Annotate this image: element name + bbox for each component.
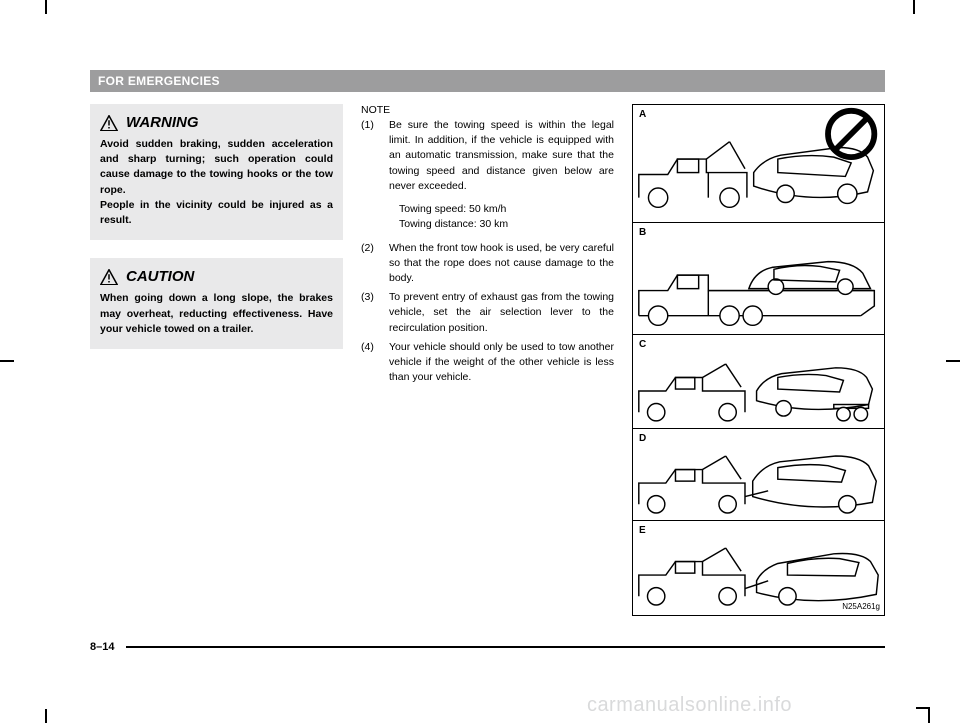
columns: WARNING Avoid sudden braking, sudden acc… <box>90 104 885 616</box>
panel-label-c: C <box>639 339 646 350</box>
footer-rule <box>126 646 885 648</box>
page-number: 8–14 <box>90 641 114 653</box>
figure-panel-a: A <box>633 105 884 223</box>
watermark: carmanualsonline.info <box>587 694 792 717</box>
note-num-3: (3) <box>361 290 374 305</box>
note-item-2: (2) When the front tow hook is used, be … <box>361 241 614 287</box>
warning-icon <box>100 115 118 131</box>
col-3: A <box>632 104 885 616</box>
note-heading: NOTE <box>361 104 614 116</box>
panel-d-svg <box>633 429 884 518</box>
note-list: (1) Be sure the towing speed is within t… <box>361 118 614 386</box>
page-content: FOR EMERGENCIES WARNING Avoid sudden bra… <box>90 70 885 653</box>
crop-tick-bl-v <box>45 709 47 723</box>
caution-icon <box>100 269 118 285</box>
figure-panel-b: B <box>633 223 884 335</box>
panel-a-svg <box>633 105 884 219</box>
caution-heading: CAUTION <box>100 268 333 285</box>
note-item-3: (3) To prevent entry of exhaust gas from… <box>361 290 614 336</box>
note-item-1: (1) Be sure the towing speed is within t… <box>361 118 614 233</box>
note-num-2: (2) <box>361 241 374 256</box>
figure-panel-e: E <box>633 521 884 613</box>
crop-tick-mr <box>946 360 960 362</box>
panel-label-e: E <box>639 525 646 536</box>
panel-e-svg <box>633 521 884 610</box>
panel-b-svg <box>633 223 884 331</box>
crop-tick-ml <box>0 360 14 362</box>
note-text-1: Be sure the towing speed is within the l… <box>389 119 614 192</box>
warning-title: WARNING <box>126 114 199 131</box>
panel-label-b: B <box>639 227 646 238</box>
note-num-4: (4) <box>361 340 374 355</box>
note-sub-1a: Towing speed: 50 km/h <box>399 202 614 217</box>
section-header: FOR EMERGENCIES <box>90 70 885 92</box>
warning-heading: WARNING <box>100 114 333 131</box>
note-text-3: To prevent entry of exhaust gas from the… <box>389 291 614 333</box>
figure-panel-c: C <box>633 335 884 429</box>
towing-figure: A <box>632 104 885 616</box>
warning-callout: WARNING Avoid sudden braking, sudden acc… <box>90 104 343 240</box>
figure-panel-d: D <box>633 429 884 521</box>
note-sub-1: Towing speed: 50 km/h Towing distance: 3… <box>389 202 614 232</box>
panel-label-d: D <box>639 433 646 444</box>
caution-body: When going down a long slope, the brakes… <box>100 291 333 337</box>
note-sub-1b: Towing distance: 30 km <box>399 217 614 232</box>
caution-title: CAUTION <box>126 268 194 285</box>
warning-p1: Avoid sudden braking, sudden acceleratio… <box>100 137 333 198</box>
panel-label-a: A <box>639 109 646 120</box>
col-1: WARNING Avoid sudden braking, sudden acc… <box>90 104 343 616</box>
note-item-4: (4) Your vehicle should only be used to … <box>361 340 614 386</box>
crop-tick-tl-v <box>45 0 47 14</box>
col-2: NOTE (1) Be sure the towing speed is wit… <box>361 104 614 616</box>
caution-callout: CAUTION When going down a long slope, th… <box>90 258 343 349</box>
note-text-2: When the front tow hook is used, be very… <box>389 242 614 284</box>
panel-c-svg <box>633 335 884 426</box>
page-footer: 8–14 <box>90 641 885 653</box>
note-num-1: (1) <box>361 118 374 133</box>
section-title: FOR EMERGENCIES <box>98 74 220 88</box>
crop-tick-tr-v <box>913 0 915 14</box>
warning-p2: People in the vicinity could be injured … <box>100 198 333 228</box>
note-text-4: Your vehicle should only be used to tow … <box>389 341 614 383</box>
figure-code: N25A261g <box>842 602 880 611</box>
